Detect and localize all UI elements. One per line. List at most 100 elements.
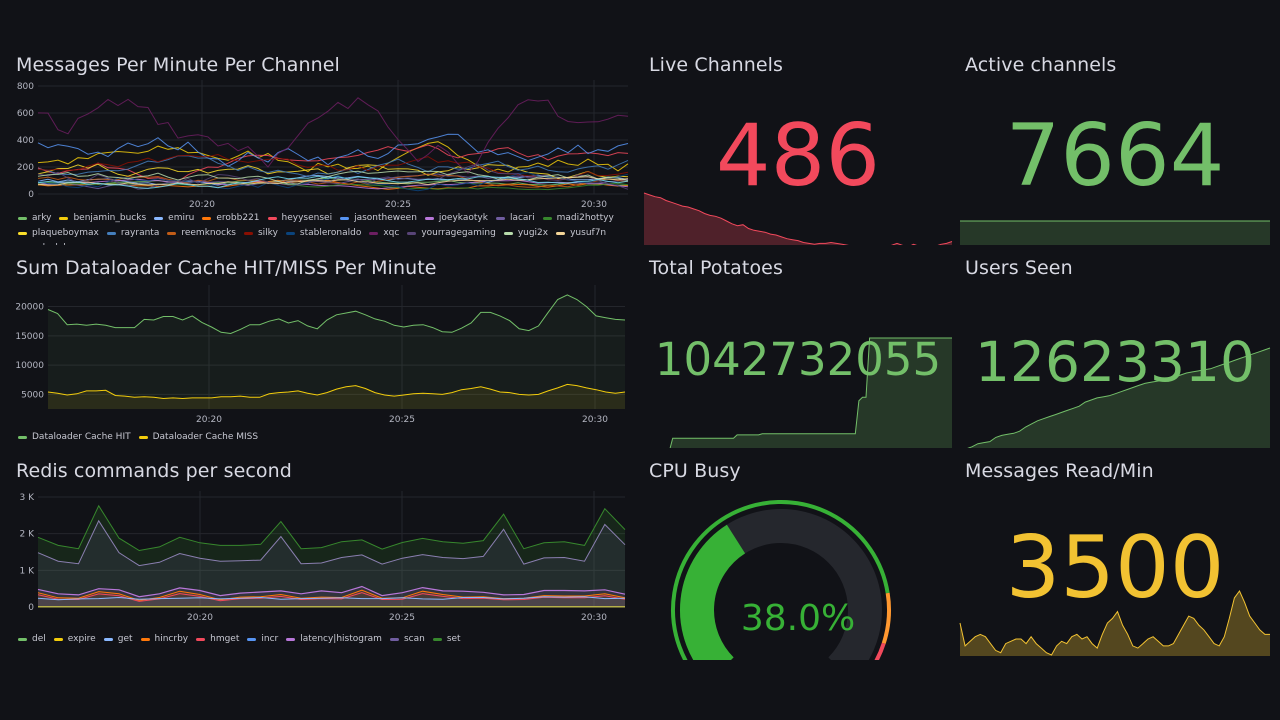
legend-item[interactable]: rayranta <box>106 226 159 241</box>
legend-label: yugi2x <box>517 228 549 238</box>
legend-swatch-icon <box>106 232 116 235</box>
y-tick-label: 1 K <box>20 566 36 576</box>
legend-item[interactable]: erobb221 <box>202 211 260 226</box>
legend-swatch-icon <box>285 232 295 235</box>
active-channels-value: 7664 <box>1005 106 1225 206</box>
legend-item[interactable]: benjamin_bucks <box>59 211 146 226</box>
live-channels-sparkline <box>643 192 953 250</box>
legend-item[interactable]: reemknocks <box>167 226 236 241</box>
legend-item[interactable]: expire <box>53 632 96 647</box>
legend-swatch-icon <box>18 232 27 235</box>
legend-label: hmget <box>210 634 240 644</box>
live-channels-value: 486 <box>715 106 881 206</box>
legend-swatch-icon <box>503 232 513 235</box>
series-line-latency <box>37 585 626 598</box>
legend-item[interactable]: latency|histogram <box>286 632 382 647</box>
panel-title: Users Seen <box>965 257 1073 279</box>
legend-item[interactable]: get <box>103 632 133 647</box>
gauge-threshold-green <box>671 500 890 660</box>
x-tick-label: 20:30 <box>581 200 607 210</box>
legend-item[interactable]: yusuf7n <box>556 226 606 241</box>
legend-item[interactable]: scan <box>389 632 425 647</box>
panel-redis-commands: Redis commands per second 3 K 2 K 1 K 0 20:2… <box>10 448 635 653</box>
legend-label: xqc <box>383 228 400 238</box>
legend-item[interactable]: xqc <box>369 226 399 241</box>
legend-swatch-icon <box>495 217 505 220</box>
dataloader-cache-chart[interactable]: 20000 15000 10000 5000 20:20 20:25 20:30 <box>10 285 635 431</box>
messages-per-minute-chart[interactable]: 800 600 400 200 0 20:20 20:25 20:30 <box>10 80 635 212</box>
series-line <box>37 141 629 173</box>
y-tick-label: 2 K <box>20 530 36 540</box>
y-tick-label: 15000 <box>15 332 44 342</box>
y-tick-label: 600 <box>17 109 34 119</box>
legend-swatch-icon <box>389 638 399 641</box>
series-line <box>37 97 629 174</box>
legend-item[interactable]: emiru <box>154 211 194 226</box>
panel-title: Messages Per Minute Per Channel <box>16 54 340 76</box>
legend-label: yusuf7n <box>570 228 607 238</box>
legend-label: latency|histogram <box>300 634 382 644</box>
legend-item[interactable]: incr <box>247 632 278 647</box>
gauge-value-arc <box>680 524 746 660</box>
scan-area <box>38 520 625 607</box>
legend-item[interactable]: set <box>432 632 461 647</box>
panel-live-channels: Live Channels 486 <box>643 42 953 250</box>
legend-swatch-icon <box>138 436 148 439</box>
series-line <box>37 176 629 186</box>
y-tick-label: 20000 <box>15 303 44 313</box>
panel-dataloader-cache: Sum Dataloader Cache HIT/MISS Per Minute… <box>10 245 635 450</box>
users-seen-sparkline <box>959 347 1271 453</box>
legend-label: incr <box>261 634 279 644</box>
active-channels-sparkline <box>960 220 1270 250</box>
users-seen-value: 12623310 <box>975 330 1255 394</box>
legend-item[interactable]: hmget <box>196 632 239 647</box>
legend-item[interactable]: del <box>18 632 46 647</box>
sparkline-area <box>644 338 952 453</box>
y-tick-label: 10000 <box>15 361 44 371</box>
legend-label: benjamin_bucks <box>73 213 147 223</box>
legend-swatch-icon <box>196 638 206 641</box>
y-tick-label: 400 <box>17 136 34 146</box>
legend-swatch-icon <box>286 638 296 641</box>
legend-item[interactable]: arky <box>18 211 51 226</box>
legend-label: erobb221 <box>216 213 260 223</box>
legend-item[interactable]: plaqueboymax <box>18 226 99 241</box>
series-line-hit <box>47 294 626 335</box>
panel-title: Active channels <box>965 54 1117 76</box>
legend-label: silky <box>257 228 278 238</box>
legend-item[interactable]: silky <box>243 226 278 241</box>
legend-item[interactable]: lacari <box>495 211 535 226</box>
legend-swatch-icon <box>267 217 277 220</box>
sparkline-line <box>644 337 952 453</box>
legend-label: joeykaotyk <box>438 213 488 223</box>
panel-cpu-busy: CPU Busy 38.0% <box>643 448 953 660</box>
legend-item[interactable]: yourragegaming <box>407 226 496 241</box>
sparkline-area <box>960 591 1270 656</box>
panel-title: Sum Dataloader Cache HIT/MISS Per Minute <box>16 257 437 279</box>
total-potatoes-value: 1042732055 <box>654 333 942 386</box>
legend-label: arky <box>32 213 52 223</box>
redis-commands-chart[interactable]: 3 K 2 K 1 K 0 20:20 20:25 20:30 <box>10 486 635 626</box>
legend-item[interactable]: heyysensei <box>267 211 332 226</box>
series-line-hmget <box>37 592 626 602</box>
legend-swatch-icon <box>59 217 69 220</box>
legend-item[interactable]: stableronaldo <box>285 226 361 241</box>
legend-swatch-icon <box>18 217 27 220</box>
x-tick-label: 20:20 <box>196 415 222 425</box>
legend-item[interactable]: Dataloader Cache HIT <box>18 430 131 445</box>
series-line-scan <box>37 519 626 567</box>
legend-item[interactable]: Dataloader Cache MISS <box>138 430 258 445</box>
legend-item[interactable]: joeykaotyk <box>424 211 488 226</box>
legend-label: expire <box>67 634 96 644</box>
y-tick-label: 0 <box>28 190 34 200</box>
gauge-separator <box>678 525 724 660</box>
legend-item[interactable]: jasontheween <box>340 211 417 226</box>
legend-item[interactable]: hincrby <box>140 632 188 647</box>
chart-legend: del expire get hincrby hmget incr latency|hist… <box>18 632 628 647</box>
x-tick-label: 20:30 <box>582 415 608 425</box>
legend-item[interactable]: madi2hottyy <box>542 211 614 226</box>
gauge-threshold-red <box>874 642 886 660</box>
legend-item[interactable]: yugi2x <box>503 226 549 241</box>
legend-swatch-icon <box>103 638 113 641</box>
legend-swatch-icon <box>243 232 253 235</box>
